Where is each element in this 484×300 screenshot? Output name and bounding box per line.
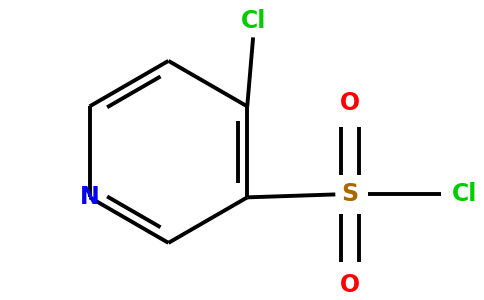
Text: Cl: Cl [241,9,266,33]
Text: Cl: Cl [452,182,477,206]
Text: S: S [341,182,359,206]
Text: O: O [340,273,360,297]
Text: O: O [340,92,360,116]
Text: N: N [80,185,100,209]
